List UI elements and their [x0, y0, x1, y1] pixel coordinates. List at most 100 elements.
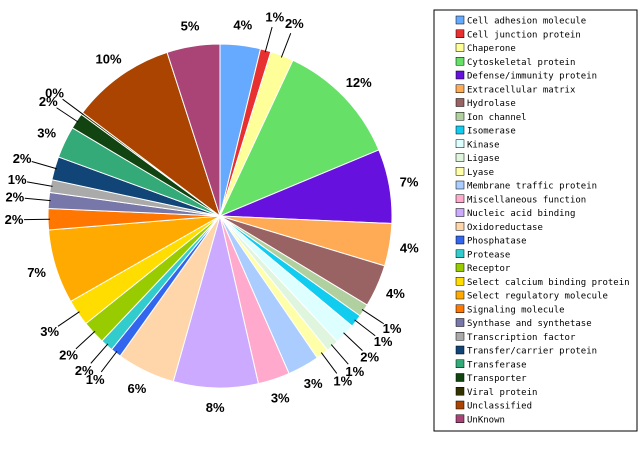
legend-swatch-hydrolase: [455, 98, 465, 107]
leader-line-select-calcium-binding-protein: [57, 311, 80, 327]
slice-label-hydrolase: 4%: [386, 286, 405, 301]
legend-swatch-isomerase: [455, 125, 465, 135]
leader-line-transporter: [56, 107, 79, 123]
slice-label-lyase: 1%: [333, 373, 352, 388]
legend-swatch-nucleic-acid-binding: [455, 208, 465, 217]
legend-label-defense-immunity-protein: Defense/immunity protein: [467, 72, 597, 82]
legend-label-membrane-traffic-protein: Membrane traffic protein: [467, 182, 597, 192]
slice-label-miscellaneous-function: 3%: [271, 390, 290, 405]
legend-swatch-transcription-factor: [455, 332, 465, 341]
legend-swatch-kinase: [455, 139, 465, 148]
leader-line-isomerase: [354, 319, 376, 337]
legend-swatch-viral-protein: [455, 387, 465, 396]
slice-label-transfer-carrier-protein: 2%: [13, 151, 32, 166]
slice-label-select-calcium-binding-protein: 3%: [40, 324, 59, 339]
legend-label-transferase: Transferase: [467, 360, 527, 370]
legend-label-transporter: Transporter: [467, 374, 527, 384]
legend-swatch-extracellular-matrix: [455, 84, 465, 93]
legend-label-unknown: UnKnown: [467, 415, 505, 425]
slice-label-kinase: 2%: [360, 350, 379, 365]
legend-items: Cell adhesion molecule Cell junction prot…: [455, 15, 630, 425]
slice-label-extracellular-matrix: 4%: [400, 240, 419, 255]
legend-box: [433, 9, 638, 432]
legend-swatch-ion-channel: [455, 112, 465, 121]
slice-label-defense-immunity-protein: 7%: [400, 175, 419, 190]
legend-label-transfer-carrier-protein: Transfer/carrier protein: [467, 347, 597, 357]
legend-swatch-defense-immunity-protein: [455, 70, 465, 80]
leader-line-synthase-and-synthetase: [24, 197, 51, 202]
legend-label-nucleic-acid-binding: Nucleic acid binding: [467, 209, 575, 219]
legend-swatch-lyase: [455, 167, 465, 176]
legend-swatch-cytoskeletal-protein: [455, 57, 465, 66]
legend-swatch-signaling-molecule: [455, 304, 465, 313]
legend-label-kinase: Kinase: [467, 140, 500, 150]
legend-swatch-ligase: [455, 153, 465, 162]
legend-label-oxidoreductase: Oxidoreductase: [467, 223, 543, 233]
legend-label-chaperone: Chaperone: [467, 44, 516, 54]
leader-line-protease: [90, 343, 109, 364]
leader-line-transcription-factor: [26, 181, 53, 187]
leader-line-ion-channel: [361, 309, 385, 325]
legend-label-select-regulatory-molecule: Select regulatory molecule: [467, 292, 608, 302]
slice-label-protease: 2%: [75, 363, 94, 378]
legend-swatch-membrane-traffic-protein: [455, 180, 465, 190]
slice-label-chaperone: 2%: [285, 16, 304, 31]
legend-swatch-protease: [455, 249, 465, 258]
leader-line-transfer-carrier-protein: [31, 161, 57, 170]
legend-swatch-phosphatase: [455, 235, 465, 245]
slice-label-synthase-and-synthetase: 2%: [5, 189, 24, 204]
legend-label-cytoskeletal-protein: Cytoskeletal protein: [467, 58, 575, 68]
legend-label-ligase: Ligase: [467, 154, 500, 164]
leader-line-cell-junction-protein: [264, 26, 273, 53]
slice-label-transferase: 3%: [37, 125, 56, 140]
pie-slice-cytoskeletal-protein: [218, 59, 380, 217]
legend-swatch-select-regulatory-molecule: [455, 290, 465, 300]
legend-label-hydrolase: Hydrolase: [467, 99, 516, 109]
slice-labels: 4%1% 2%12%7%4%4%1%1%2%1%1%3%3%8%6%1%2%2%3…: [5, 9, 419, 415]
legend-swatch-synthase-and-synthetase: [455, 318, 465, 327]
slice-label-select-regulatory-molecule: 7%: [27, 265, 46, 280]
legend-swatch-cell-adhesion-molecule: [455, 15, 465, 25]
leader-line-receptor: [75, 330, 96, 350]
legend-label-receptor: Receptor: [467, 264, 511, 274]
pie-slice-unclassified: [81, 51, 221, 218]
legend-label-protease: Protease: [467, 250, 510, 260]
legend-label-isomerase: Isomerase: [467, 127, 516, 137]
legend-label-signaling-molecule: Signaling molecule: [467, 305, 565, 315]
legend-label-extracellular-matrix: Extracellular matrix: [467, 85, 576, 95]
legend-label-phosphatase: Phosphatase: [467, 237, 527, 247]
leader-line-chaperone: [280, 33, 292, 58]
legend-label-lyase: Lyase: [467, 168, 494, 178]
slice-label-cell-junction-protein: 1%: [265, 9, 284, 24]
slice-label-oxidoreductase: 6%: [128, 381, 147, 396]
slice-label-transporter: 2%: [39, 94, 58, 109]
legend-label-synthase-and-synthetase: Synthase and synthetase: [467, 319, 592, 329]
legend-label-unclassified: Unclassified: [467, 402, 532, 412]
legend-swatch-transporter: [455, 373, 465, 382]
legend: Cell adhesion molecule Cell junction prot…: [433, 9, 638, 432]
legend-label-ion-channel: Ion channel: [467, 113, 527, 123]
slice-label-ion-channel: 1%: [383, 321, 402, 336]
legend-swatch-unknown: [455, 414, 465, 423]
legend-swatch-select-calcium-binding-protein: [455, 277, 465, 286]
leader-line-lyase: [320, 352, 338, 374]
slice-label-membrane-traffic-protein: 3%: [304, 376, 323, 391]
legend-swatch-unclassified: [455, 400, 465, 410]
leader-line-kinase: [343, 332, 363, 352]
legend-label-miscellaneous-function: Miscellaneous function: [467, 195, 586, 205]
slice-label-cell-adhesion-molecule: 4%: [233, 17, 252, 32]
slice-label-viral-protein: 0%: [45, 85, 64, 100]
slice-label-ligase: 1%: [345, 364, 364, 379]
legend-swatch-miscellaneous-function: [455, 194, 465, 203]
legend-label-select-calcium-binding-protein: Select calcium binding protein: [467, 278, 630, 288]
leader-line-phosphatase: [100, 350, 118, 373]
legend-label-cell-adhesion-molecule: Cell adhesion molecule: [467, 17, 586, 27]
leader-line-viral-protein: [62, 98, 84, 116]
slice-label-isomerase: 1%: [374, 334, 393, 349]
legend-swatch-transferase: [455, 359, 465, 368]
slice-label-unknown: 5%: [181, 18, 200, 33]
slice-label-phosphatase: 1%: [86, 372, 105, 387]
legend-swatch-receptor: [455, 263, 465, 272]
slice-label-cytoskeletal-protein: 12%: [346, 75, 372, 90]
